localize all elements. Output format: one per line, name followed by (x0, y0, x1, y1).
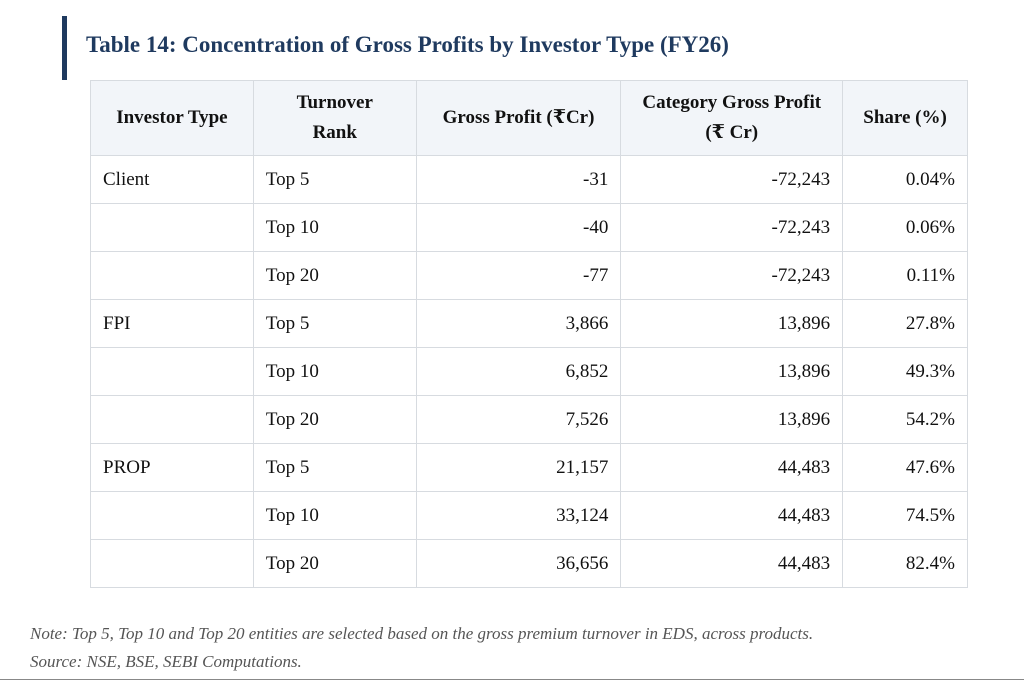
cell-gross-profit: 7,526 (415, 395, 622, 444)
cell-share: 0.06% (842, 203, 968, 252)
source-text: Source: NSE, BSE, SEBI Computations. (30, 652, 302, 671)
header-turnover-rank: Turnover Rank (252, 80, 417, 156)
table-header-row: Investor Type Turnover Rank Gross Profit… (90, 80, 968, 156)
cell-category-gross-profit: 13,896 (620, 347, 844, 396)
cell-investor-type (90, 203, 254, 252)
cell-category-gross-profit: 13,896 (620, 395, 844, 444)
cell-turnover-rank: Top 5 (252, 299, 417, 348)
cell-category-gross-profit: 44,483 (620, 491, 844, 540)
cell-turnover-rank: Top 10 (252, 491, 417, 540)
title-accent-bar (62, 16, 67, 80)
cell-share: 0.04% (842, 155, 968, 204)
note-text: Note: Top 5, Top 10 and Top 20 entities … (30, 624, 814, 643)
cell-investor-type (90, 491, 254, 540)
cell-category-gross-profit: -72,243 (620, 155, 844, 204)
table-row: Top 10 6,852 13,896 49.3% (90, 347, 968, 396)
cell-gross-profit: 21,157 (415, 443, 622, 492)
table-row: Top 10 33,124 44,483 74.5% (90, 491, 968, 540)
table-title: Table 14: Concentration of Gross Profits… (86, 32, 729, 57)
cell-gross-profit: 36,656 (415, 539, 622, 588)
header-share: Share (%) (842, 80, 968, 156)
table-row: Top 10 -40 -72,243 0.06% (90, 203, 968, 252)
cell-turnover-rank: Top 5 (252, 155, 417, 204)
cell-gross-profit: -31 (415, 155, 622, 204)
header-category-gp-line1: Category Gross Profit (642, 92, 822, 113)
cell-category-gross-profit: 13,896 (620, 299, 844, 348)
cell-investor-type (90, 539, 254, 588)
cell-category-gross-profit: 44,483 (620, 443, 844, 492)
table-row: Top 20 36,656 44,483 82.4% (90, 539, 968, 588)
cell-gross-profit: 6,852 (415, 347, 622, 396)
cell-gross-profit: -40 (415, 203, 622, 252)
cell-gross-profit: -77 (415, 251, 622, 300)
cell-gross-profit: 33,124 (415, 491, 622, 540)
cell-turnover-rank: Top 20 (252, 251, 417, 300)
header-category-gross-profit: Category Gross Profit (₹ Cr) (620, 80, 844, 156)
header-gross-profit: Gross Profit (₹Cr) (415, 80, 622, 156)
cell-turnover-rank: Top 5 (252, 443, 417, 492)
cell-gross-profit: 3,866 (415, 299, 622, 348)
cell-turnover-rank: Top 10 (252, 203, 417, 252)
cell-investor-type (90, 347, 254, 396)
header-turnover-rank-line2: Rank (312, 122, 357, 143)
cell-share: 74.5% (842, 491, 968, 540)
table-row: Top 20 7,526 13,896 54.2% (90, 395, 968, 444)
cell-investor-type (90, 251, 254, 300)
cell-share: 54.2% (842, 395, 968, 444)
table-row: FPI Top 5 3,866 13,896 27.8% (90, 299, 968, 348)
header-category-gp-line2: (₹ Cr) (705, 122, 759, 143)
table-row: PROP Top 5 21,157 44,483 47.6% (90, 443, 968, 492)
cell-category-gross-profit: -72,243 (620, 251, 844, 300)
cell-investor-type (90, 395, 254, 444)
cell-share: 27.8% (842, 299, 968, 348)
profit-concentration-table: Investor Type Turnover Rank Gross Profit… (90, 80, 968, 588)
table-row: Top 20 -77 -72,243 0.11% (90, 251, 968, 300)
cell-investor-type: PROP (90, 443, 254, 492)
header-turnover-rank-line1: Turnover (296, 92, 373, 113)
table-row: Client Top 5 -31 -72,243 0.04% (90, 155, 968, 204)
cell-share: 82.4% (842, 539, 968, 588)
header-investor-type: Investor Type (90, 80, 254, 156)
table-footnote: Note: Top 5, Top 10 and Top 20 entities … (30, 620, 813, 676)
cell-turnover-rank: Top 10 (252, 347, 417, 396)
cell-investor-type: Client (90, 155, 254, 204)
cell-turnover-rank: Top 20 (252, 539, 417, 588)
cell-share: 47.6% (842, 443, 968, 492)
bottom-divider (0, 679, 1024, 680)
cell-category-gross-profit: -72,243 (620, 203, 844, 252)
cell-turnover-rank: Top 20 (252, 395, 417, 444)
cell-share: 49.3% (842, 347, 968, 396)
cell-category-gross-profit: 44,483 (620, 539, 844, 588)
cell-investor-type: FPI (90, 299, 254, 348)
cell-share: 0.11% (842, 251, 968, 300)
